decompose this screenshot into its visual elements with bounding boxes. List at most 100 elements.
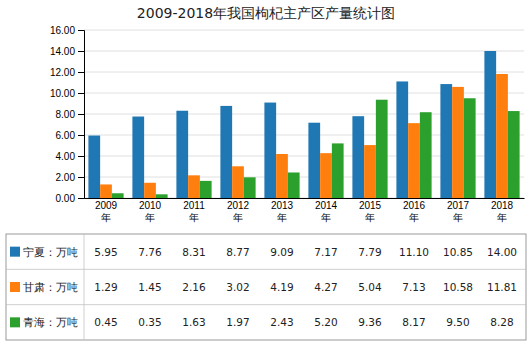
tick-mark bbox=[78, 72, 84, 73]
tick: 2018年 bbox=[491, 198, 514, 223]
tick-label: 2010年 bbox=[139, 200, 162, 223]
data-label: 3.02 bbox=[226, 281, 249, 293]
tick: 2.00 bbox=[56, 172, 84, 183]
tick: 2017年 bbox=[447, 198, 470, 223]
bar bbox=[496, 74, 508, 198]
legend-table: 宁夏：万吨5.957.768.318.779.097.177.7911.1010… bbox=[6, 234, 526, 340]
bar bbox=[100, 184, 112, 198]
data-label: 5.20 bbox=[314, 316, 337, 328]
tick-label: 2016年 bbox=[403, 200, 426, 223]
tick: 10.00 bbox=[50, 88, 84, 99]
grid-line bbox=[84, 51, 524, 52]
tick: 14.00 bbox=[50, 46, 84, 57]
tick-mark bbox=[78, 177, 84, 178]
data-label: 7.13 bbox=[402, 281, 425, 293]
legend-label: 甘肃：万吨 bbox=[23, 281, 78, 293]
bar bbox=[112, 193, 124, 198]
legend-swatch bbox=[10, 317, 20, 327]
tick-label: 6.00 bbox=[56, 130, 76, 141]
tick-mark bbox=[78, 30, 84, 31]
bar-series bbox=[88, 51, 496, 198]
bar bbox=[264, 103, 276, 198]
tick: 12.00 bbox=[50, 67, 84, 78]
data-label: 14.00 bbox=[487, 246, 517, 258]
bar bbox=[220, 106, 232, 198]
tick-label: 2.00 bbox=[56, 172, 76, 183]
data-label: 9.36 bbox=[358, 316, 382, 328]
data-label: 5.95 bbox=[94, 246, 117, 258]
bar bbox=[508, 111, 520, 198]
tick-label: 2013年 bbox=[271, 200, 294, 223]
tick-label: 12.00 bbox=[50, 67, 75, 78]
data-label: 9.50 bbox=[446, 316, 469, 328]
y-axis: 0.002.004.006.008.0010.0012.0014.0016.00 bbox=[50, 25, 85, 204]
tick-label: 2009年 bbox=[95, 200, 118, 223]
tick: 2015年 bbox=[359, 198, 382, 223]
axis-line bbox=[85, 198, 525, 199]
bar bbox=[200, 181, 212, 198]
legend-swatch bbox=[10, 247, 20, 257]
tick-label: 16.00 bbox=[50, 25, 75, 36]
bar bbox=[452, 87, 464, 198]
tick: 2009年 bbox=[95, 198, 118, 223]
tick-label: 2017年 bbox=[447, 200, 470, 223]
tick-label: 14.00 bbox=[50, 46, 75, 57]
bar bbox=[464, 98, 476, 198]
bar bbox=[88, 136, 100, 198]
bar bbox=[132, 117, 144, 198]
bar bbox=[484, 51, 496, 198]
data-label: 11.81 bbox=[487, 281, 517, 293]
bar bbox=[244, 177, 256, 198]
data-label: 10.58 bbox=[443, 281, 473, 293]
tick-label: 2012年 bbox=[227, 200, 250, 223]
tick-label: 2014年 bbox=[315, 200, 338, 223]
data-label: 2.43 bbox=[270, 316, 293, 328]
tick: 2011年 bbox=[183, 198, 205, 223]
bar bbox=[276, 154, 288, 198]
tick-mark bbox=[78, 114, 84, 115]
data-label: 9.09 bbox=[270, 246, 293, 258]
data-label: 5.04 bbox=[358, 281, 382, 293]
grid-line bbox=[84, 72, 524, 73]
data-label: 0.45 bbox=[94, 316, 117, 328]
data-label: 1.29 bbox=[94, 281, 117, 293]
bar bbox=[396, 81, 408, 198]
data-label: 8.17 bbox=[402, 316, 425, 328]
bars bbox=[88, 51, 519, 198]
bar bbox=[144, 183, 156, 198]
data-label: 8.28 bbox=[490, 316, 513, 328]
chart: 2009-2018年我国枸杞主产区产量统计图 0.00 2.00 4.00 6.00 8.… bbox=[0, 0, 532, 346]
legend-label: 宁夏：万吨 bbox=[23, 246, 78, 258]
data-label: 4.27 bbox=[314, 281, 337, 293]
bar bbox=[156, 194, 168, 198]
tick-mark bbox=[78, 93, 84, 94]
bar bbox=[188, 175, 200, 198]
tick: 2014年 bbox=[315, 198, 338, 223]
tick-label: 0.00 bbox=[56, 193, 76, 204]
data-label: 8.31 bbox=[182, 246, 205, 258]
data-label: 0.35 bbox=[138, 316, 161, 328]
tick: 4.00 bbox=[56, 151, 84, 162]
legend-swatch bbox=[10, 282, 20, 292]
x-axis: 2009年 2010年 2011年 2012年 2013年 2014年 2015年 2016年… bbox=[85, 198, 525, 223]
bar bbox=[376, 100, 388, 198]
data-label: 1.63 bbox=[182, 316, 205, 328]
data-label: 7.79 bbox=[358, 246, 381, 258]
data-label: 11.10 bbox=[399, 246, 429, 258]
bar bbox=[288, 172, 300, 198]
tick: 0.00 bbox=[56, 193, 84, 204]
bar bbox=[232, 166, 244, 198]
axis-line bbox=[78, 31, 85, 199]
title: 2009-2018年我国枸杞主产区产量统计图 bbox=[137, 5, 395, 21]
bar-series bbox=[100, 74, 508, 198]
tick: 2016年 bbox=[403, 198, 426, 223]
bar bbox=[320, 153, 332, 198]
table-border bbox=[6, 234, 526, 340]
table-divider bbox=[84, 234, 85, 340]
tick-label: 10.00 bbox=[50, 88, 75, 99]
bar-series bbox=[112, 98, 520, 198]
tick-mark bbox=[78, 51, 84, 52]
bar bbox=[408, 123, 420, 198]
tick-label: 2015年 bbox=[359, 200, 382, 223]
tick: 2012年 bbox=[227, 198, 250, 223]
